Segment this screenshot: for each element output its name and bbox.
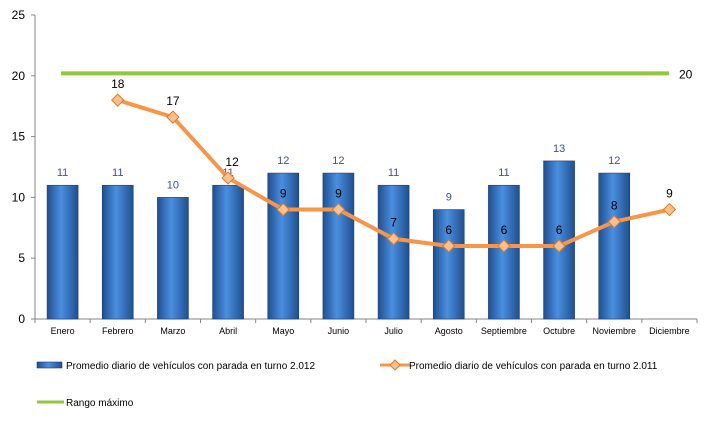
x-tick-label: Noviembre xyxy=(592,326,636,336)
axes: 0 5 10 15 20 25 Enero Febrero Marzo Abril Mayo Juni… xyxy=(12,8,698,336)
bar xyxy=(322,172,355,320)
bar-data-label: 12 xyxy=(277,155,289,167)
legend: Promedio diario de vehículos con parada … xyxy=(36,359,658,409)
line-marker xyxy=(276,202,290,217)
bar xyxy=(212,184,244,320)
line-marker xyxy=(497,239,511,253)
x-tick-label: Enero xyxy=(51,326,75,336)
line-marker xyxy=(331,202,346,217)
bar-data-label: 11 xyxy=(498,167,509,179)
x-tick-label: Octubre xyxy=(543,326,575,336)
bar-data-label: 13 xyxy=(553,143,565,155)
bar xyxy=(267,172,300,320)
legend-label: Rango máximo xyxy=(66,398,134,409)
line-data-label: 12 xyxy=(225,155,239,169)
bar xyxy=(101,184,134,320)
x-tick-label: Septiembre xyxy=(481,326,527,336)
line-marker xyxy=(221,171,235,185)
legend-label: Promedio diario de vehículos con parada … xyxy=(409,361,658,372)
bar-data-label: 11 xyxy=(57,167,68,179)
x-tick-label: Marzo xyxy=(160,326,185,336)
line-data-label: 9 xyxy=(335,187,342,201)
y-tick-label: 20 xyxy=(12,69,26,83)
x-tick-label: Junio xyxy=(328,326,350,336)
bar-data-label: 12 xyxy=(332,155,344,167)
line-marker xyxy=(442,239,456,253)
bar-data-label: 12 xyxy=(608,155,620,167)
bar xyxy=(432,209,465,320)
line-data-label: 6 xyxy=(556,223,563,237)
bar-data-label: 9 xyxy=(446,192,452,204)
line-marker xyxy=(386,232,401,246)
x-tick-label: Mayo xyxy=(272,326,294,336)
bar-series: 111110111212119111312 xyxy=(46,143,631,320)
x-tick-label: Agosto xyxy=(435,326,463,336)
bar-data-label: 10 xyxy=(167,179,179,191)
line-data-label: 7 xyxy=(390,216,397,230)
line-marker xyxy=(552,239,566,253)
legend-swatch-bar xyxy=(36,361,63,369)
bar xyxy=(377,184,410,320)
line-data-label: 18 xyxy=(111,77,125,91)
line-marker xyxy=(111,93,125,107)
line-marker xyxy=(607,215,621,229)
max-range-series: 20 xyxy=(61,67,693,81)
line-data-label: 9 xyxy=(280,187,287,201)
line-marker xyxy=(166,110,180,124)
y-tick-label: 10 xyxy=(12,190,26,204)
line-marker xyxy=(662,202,677,217)
line-data-label: 9 xyxy=(666,187,673,201)
bar xyxy=(157,197,189,320)
bar xyxy=(598,172,631,320)
y-tick-label: 5 xyxy=(18,251,25,265)
y-tick-label: 25 xyxy=(12,8,26,22)
line-series-2011: 18 17 12 9 9 7 6 6 6 8 9 xyxy=(111,77,677,253)
legend-label: Promedio diario de vehículos con parada … xyxy=(66,361,315,372)
legend-marker xyxy=(389,359,401,371)
line-data-label: 6 xyxy=(445,223,452,237)
line-data-label: 6 xyxy=(501,223,508,237)
bar-data-label: 11 xyxy=(112,167,123,179)
max-range-label: 20 xyxy=(679,67,693,81)
line-data-label: 17 xyxy=(166,94,180,108)
y-tick-label: 15 xyxy=(12,130,26,144)
x-tick-label: Diciembre xyxy=(649,326,690,336)
x-tick-label: Febrero xyxy=(102,326,134,336)
bar-data-label: 11 xyxy=(388,167,399,179)
y-tick-label: 0 xyxy=(18,312,25,326)
bar xyxy=(46,184,79,320)
x-tick-label: Abril xyxy=(219,326,237,336)
line-data-label: 8 xyxy=(611,199,618,213)
x-tick-label: Julio xyxy=(384,326,403,336)
